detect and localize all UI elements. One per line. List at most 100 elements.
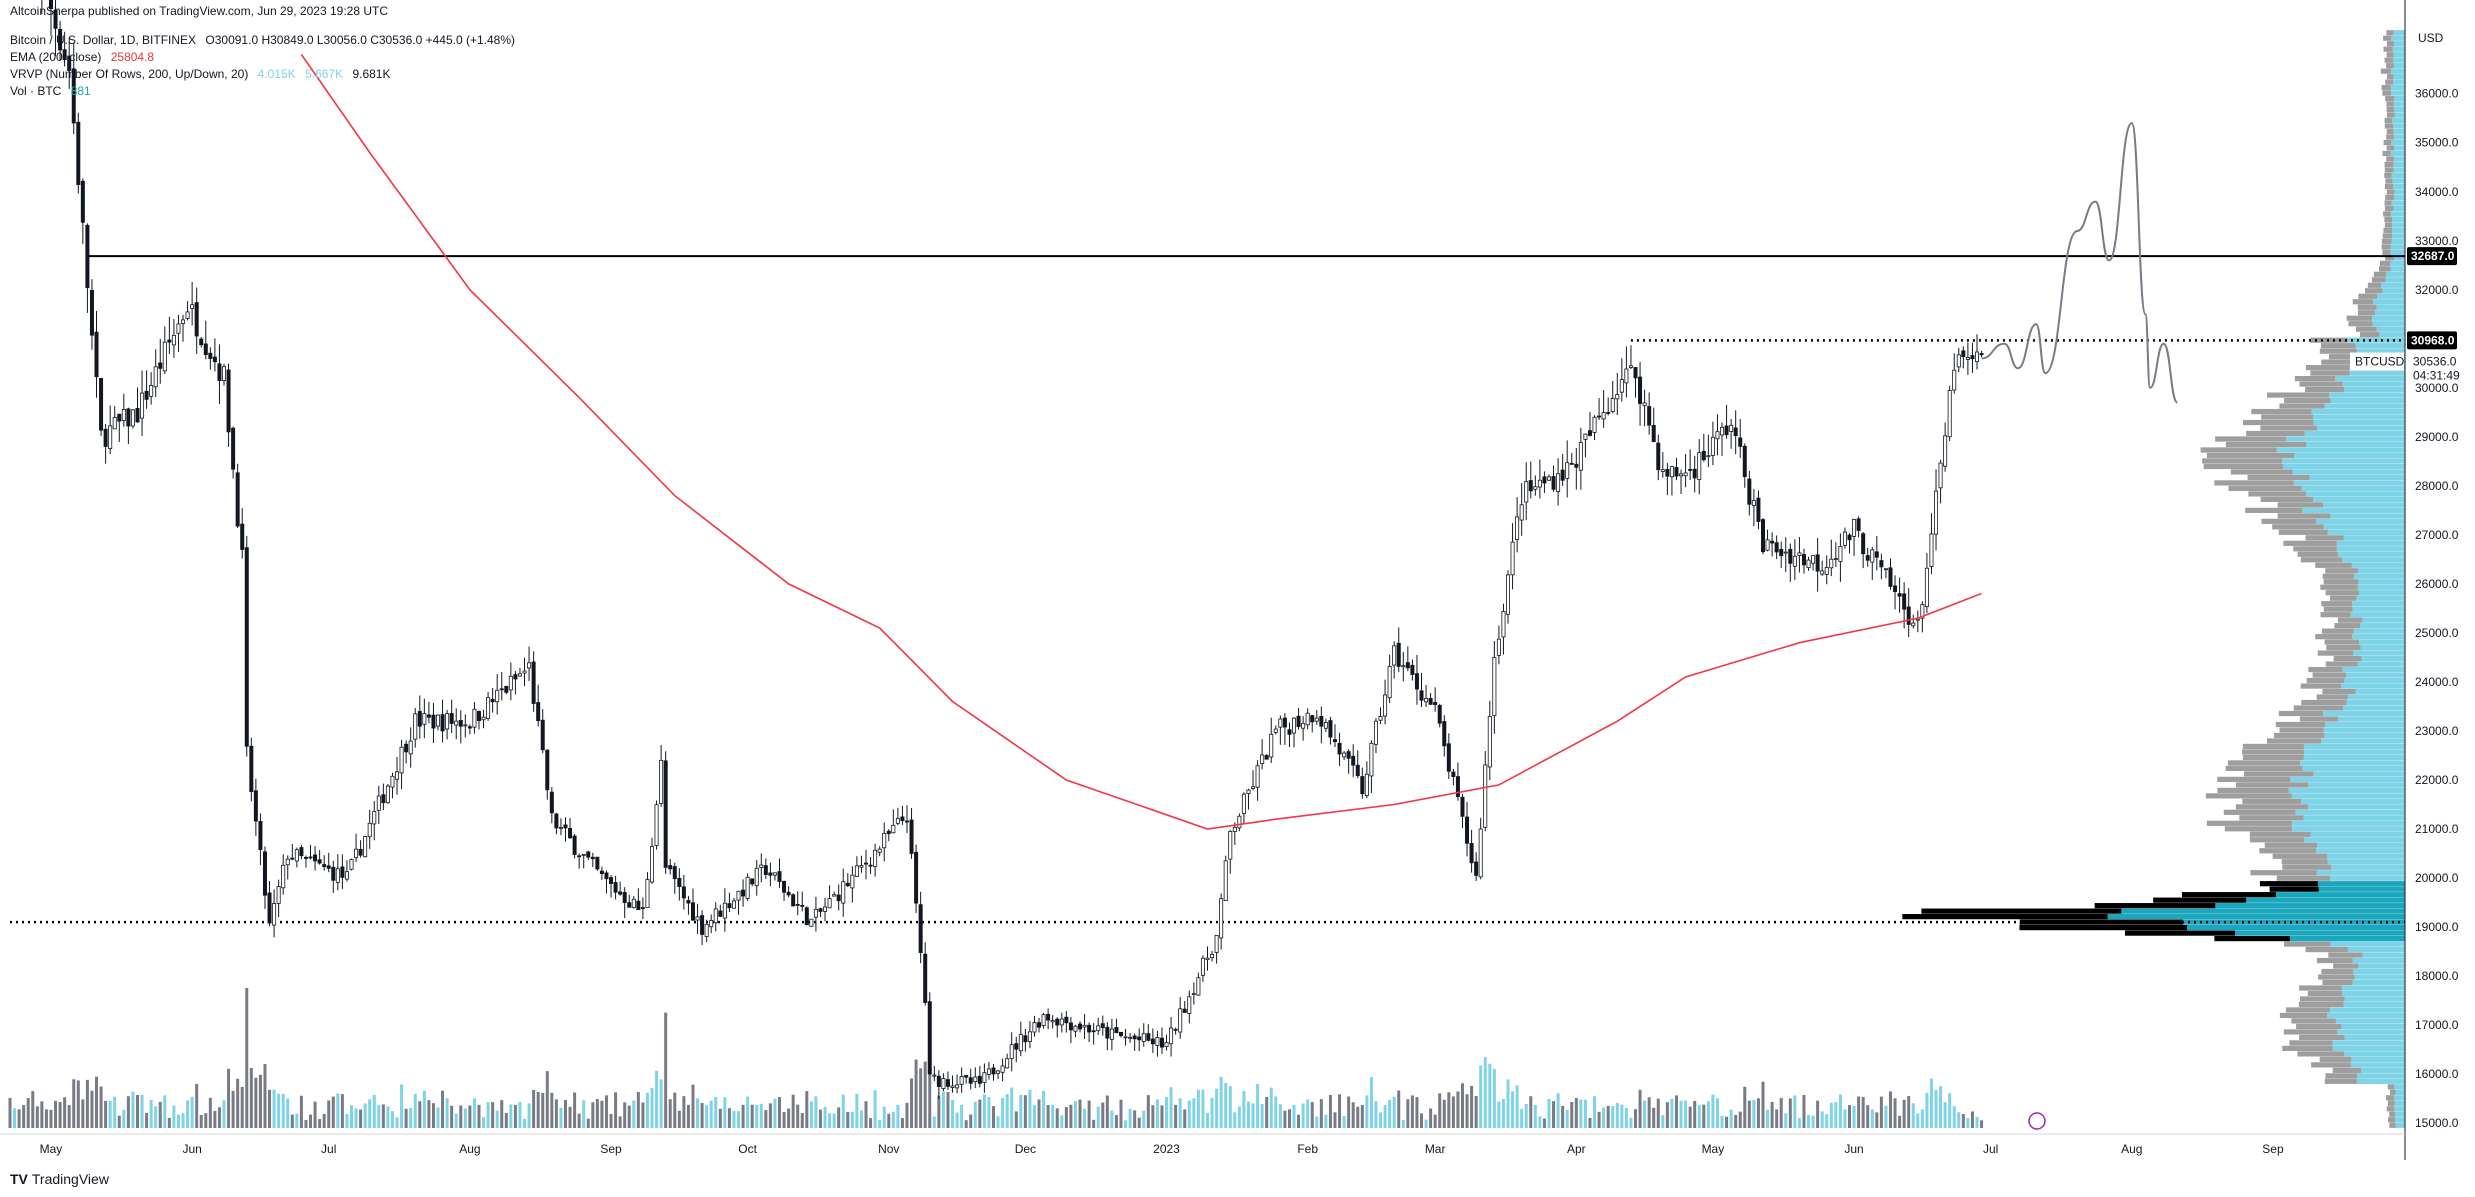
candle-body bbox=[203, 343, 208, 356]
candle-body bbox=[727, 903, 732, 909]
candle-body bbox=[1205, 957, 1210, 961]
candle-body bbox=[1642, 402, 1647, 407]
volume-bar bbox=[431, 1103, 435, 1128]
volume-bar bbox=[67, 1105, 71, 1128]
vp-up-row bbox=[2305, 441, 2405, 448]
volume-bar bbox=[131, 1091, 135, 1128]
vp-down-row bbox=[2245, 507, 2303, 513]
vp-down-row bbox=[2259, 848, 2316, 854]
candle-body bbox=[1638, 376, 1643, 404]
volume-bar bbox=[1219, 1076, 1223, 1128]
volume-bar bbox=[1032, 1105, 1036, 1128]
volume-bar bbox=[1460, 1083, 1464, 1128]
volume-bar bbox=[960, 1104, 964, 1128]
candle-body bbox=[1419, 690, 1424, 701]
volume-bar bbox=[664, 1012, 668, 1128]
volume-bar bbox=[1119, 1099, 1123, 1128]
vp-down-row bbox=[2386, 1095, 2395, 1101]
volume-bar bbox=[1898, 1115, 1902, 1128]
volume-bar bbox=[263, 1063, 267, 1128]
vp-up-row bbox=[2359, 639, 2405, 645]
vp-up-row bbox=[2393, 145, 2405, 151]
vrvp-legend[interactable]: VRVP (Number Of Rows, 200, Up/Down, 20) … bbox=[10, 67, 397, 81]
vp-up-row bbox=[2187, 925, 2405, 931]
candle-body bbox=[94, 331, 99, 378]
volume-bar bbox=[500, 1100, 504, 1128]
volume-bar bbox=[126, 1096, 130, 1128]
candle-body bbox=[1683, 472, 1688, 477]
volume-bar bbox=[623, 1102, 627, 1128]
volume-bar bbox=[204, 1113, 208, 1128]
volume-bar bbox=[1684, 1100, 1688, 1128]
vp-up-row bbox=[2288, 787, 2405, 793]
candle-body bbox=[395, 771, 400, 780]
vp-down-row bbox=[2382, 150, 2391, 157]
vp-up-row bbox=[2215, 903, 2405, 909]
volume-bar bbox=[1037, 1099, 1041, 1128]
candle-body bbox=[1068, 1022, 1073, 1031]
volume-bar bbox=[331, 1096, 335, 1128]
volume-bar bbox=[1379, 1112, 1383, 1128]
vp-down-row bbox=[2312, 672, 2347, 678]
volume-bar bbox=[340, 1094, 344, 1128]
candle-body bbox=[404, 743, 409, 753]
vp-down-row bbox=[2382, 90, 2392, 96]
candle-body bbox=[754, 867, 759, 887]
vp-down-row bbox=[2380, 68, 2391, 74]
vp-down-row bbox=[2299, 716, 2339, 722]
candle-body bbox=[1414, 673, 1419, 690]
candle-body bbox=[272, 903, 277, 926]
vp-up-row bbox=[2302, 765, 2405, 772]
candle-body bbox=[1351, 755, 1356, 766]
volume-bar bbox=[691, 1084, 695, 1128]
volume-bar bbox=[509, 1104, 513, 1128]
volume-bar bbox=[832, 1113, 836, 1128]
ema-legend[interactable]: EMA (200, close) 25804.8 bbox=[10, 50, 160, 64]
vp-up-row bbox=[2393, 30, 2405, 36]
volume-bar bbox=[1151, 1105, 1155, 1128]
tradingview-logo[interactable]: TV TradingView bbox=[10, 1171, 109, 1187]
volume-bar bbox=[258, 1074, 262, 1128]
vp-up-row bbox=[2392, 178, 2405, 184]
volume-bar bbox=[1766, 1109, 1770, 1128]
volume-bar bbox=[1142, 1110, 1146, 1128]
volume-bar bbox=[1615, 1102, 1619, 1128]
vp-down-row bbox=[2214, 935, 2290, 942]
candle-body bbox=[909, 819, 914, 854]
candle-body bbox=[895, 817, 900, 824]
volume-bar bbox=[1688, 1106, 1692, 1128]
candle-body bbox=[955, 1084, 960, 1089]
volume-legend[interactable]: Vol · BTC 881 bbox=[10, 84, 97, 98]
candle-body bbox=[1506, 574, 1511, 615]
vp-down-row bbox=[2337, 617, 2363, 623]
vp-up-row bbox=[2310, 831, 2405, 837]
vp-down-row bbox=[2325, 1073, 2358, 1079]
volume-bar bbox=[299, 1095, 303, 1128]
volume-bar bbox=[1711, 1094, 1715, 1128]
candle-body bbox=[253, 790, 258, 822]
volume-bar bbox=[891, 1111, 895, 1128]
vp-up-row bbox=[2318, 886, 2405, 892]
vp-up-row bbox=[2304, 837, 2405, 843]
candle-body bbox=[436, 714, 441, 727]
vp-down-row bbox=[2285, 1007, 2330, 1013]
volume-bar bbox=[545, 1071, 549, 1128]
vp-up-row bbox=[2316, 518, 2405, 524]
candle-body bbox=[1264, 755, 1269, 760]
volume-bar bbox=[696, 1098, 700, 1128]
vp-up-row bbox=[2308, 804, 2405, 810]
candle-body bbox=[1337, 742, 1342, 755]
vp-down-row bbox=[2383, 46, 2393, 52]
candle-body bbox=[162, 341, 167, 372]
volume-bar bbox=[1980, 1120, 1984, 1128]
volume-bar bbox=[627, 1105, 631, 1128]
volume-bar bbox=[135, 1095, 139, 1128]
vp-down-row bbox=[2181, 892, 2276, 898]
candle-body bbox=[445, 713, 450, 730]
volume-bar bbox=[1251, 1103, 1255, 1128]
volume-bar bbox=[591, 1102, 595, 1128]
vp-up-row bbox=[2342, 381, 2405, 387]
price-tags: 32687.0 30968.0 BTCUSD 30536.004:31:49 bbox=[2028, 247, 2460, 1130]
vp-up-row bbox=[2361, 1067, 2405, 1073]
